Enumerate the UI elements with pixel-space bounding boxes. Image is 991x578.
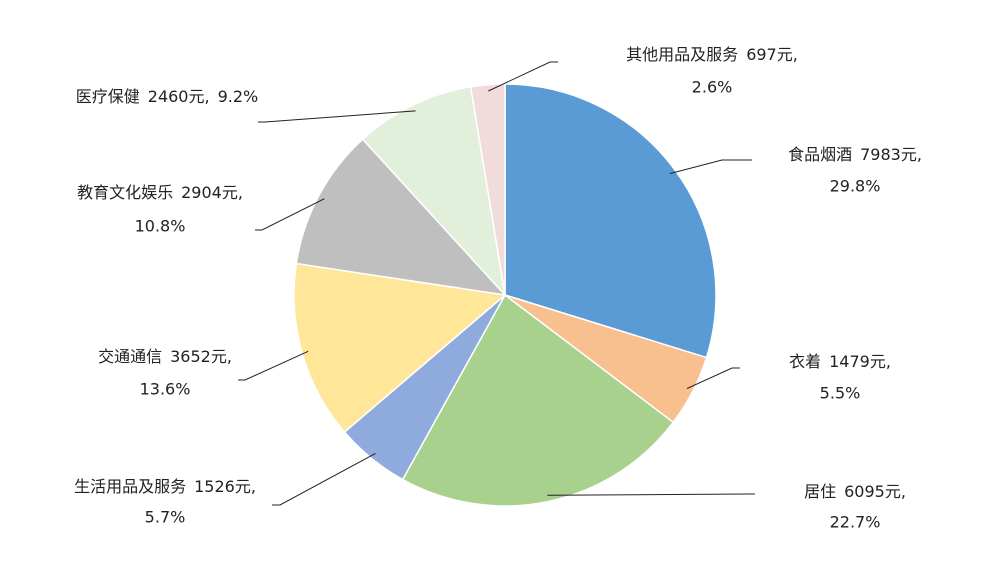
data-label: 教育文化娱乐 2904元, bbox=[77, 183, 243, 202]
label-value: 1526元, bbox=[194, 477, 256, 496]
label-value: 2460元, bbox=[148, 87, 210, 106]
pie-slice bbox=[295, 138, 507, 297]
label-value: 2904元, bbox=[181, 183, 243, 202]
label-share: 29.8% bbox=[830, 177, 881, 196]
label-name: 交通通信 bbox=[98, 347, 162, 366]
label-share: 22.7% bbox=[830, 513, 881, 532]
leader-line bbox=[669, 159, 752, 175]
label-value: 3652元, bbox=[170, 347, 232, 366]
label-value: 697元, bbox=[746, 45, 798, 64]
pie-slice bbox=[401, 293, 675, 507]
leader-line bbox=[258, 110, 416, 123]
data-label: 衣着 1479元, bbox=[789, 352, 891, 371]
label-share: 9.2% bbox=[218, 87, 259, 106]
leader-line bbox=[238, 350, 309, 381]
leader-line bbox=[488, 61, 558, 92]
label-name: 教育文化娱乐 bbox=[77, 183, 173, 202]
label-value: 6095元, bbox=[844, 482, 906, 501]
data-label: 居住 6095元, bbox=[804, 482, 906, 501]
leader-line bbox=[547, 493, 755, 496]
pie-slice bbox=[293, 262, 507, 434]
data-label: 生活用品及服务 1526元, bbox=[74, 477, 256, 496]
label-name: 其他用品及服务 bbox=[626, 45, 738, 64]
label-name: 食品烟酒 bbox=[788, 145, 852, 164]
data-label: 交通通信 3652元, bbox=[98, 347, 232, 366]
pie-slice bbox=[469, 83, 506, 296]
label-value: 7983元, bbox=[860, 145, 922, 164]
pie-slice bbox=[361, 85, 507, 298]
pie-slice bbox=[504, 83, 717, 359]
leader-line bbox=[686, 367, 740, 389]
label-name: 生活用品及服务 bbox=[74, 477, 186, 496]
label-share: 5.5% bbox=[820, 384, 861, 403]
label-value: 1479元, bbox=[829, 352, 891, 371]
leader-line bbox=[255, 198, 325, 231]
label-name: 居住 bbox=[804, 482, 836, 501]
label-share: 13.6% bbox=[140, 380, 191, 399]
label-name: 衣着 bbox=[789, 352, 821, 371]
data-label: 其他用品及服务 697元, bbox=[626, 45, 798, 64]
data-label: 医疗保健 2460元, 9.2% bbox=[76, 87, 258, 106]
label-share: 10.8% bbox=[135, 217, 186, 236]
data-label: 食品烟酒 7983元, bbox=[788, 145, 922, 164]
label-share: 2.6% bbox=[692, 78, 733, 97]
label-share: 5.7% bbox=[145, 508, 186, 527]
label-name: 医疗保健 bbox=[76, 87, 140, 106]
leader-line bbox=[272, 453, 376, 506]
